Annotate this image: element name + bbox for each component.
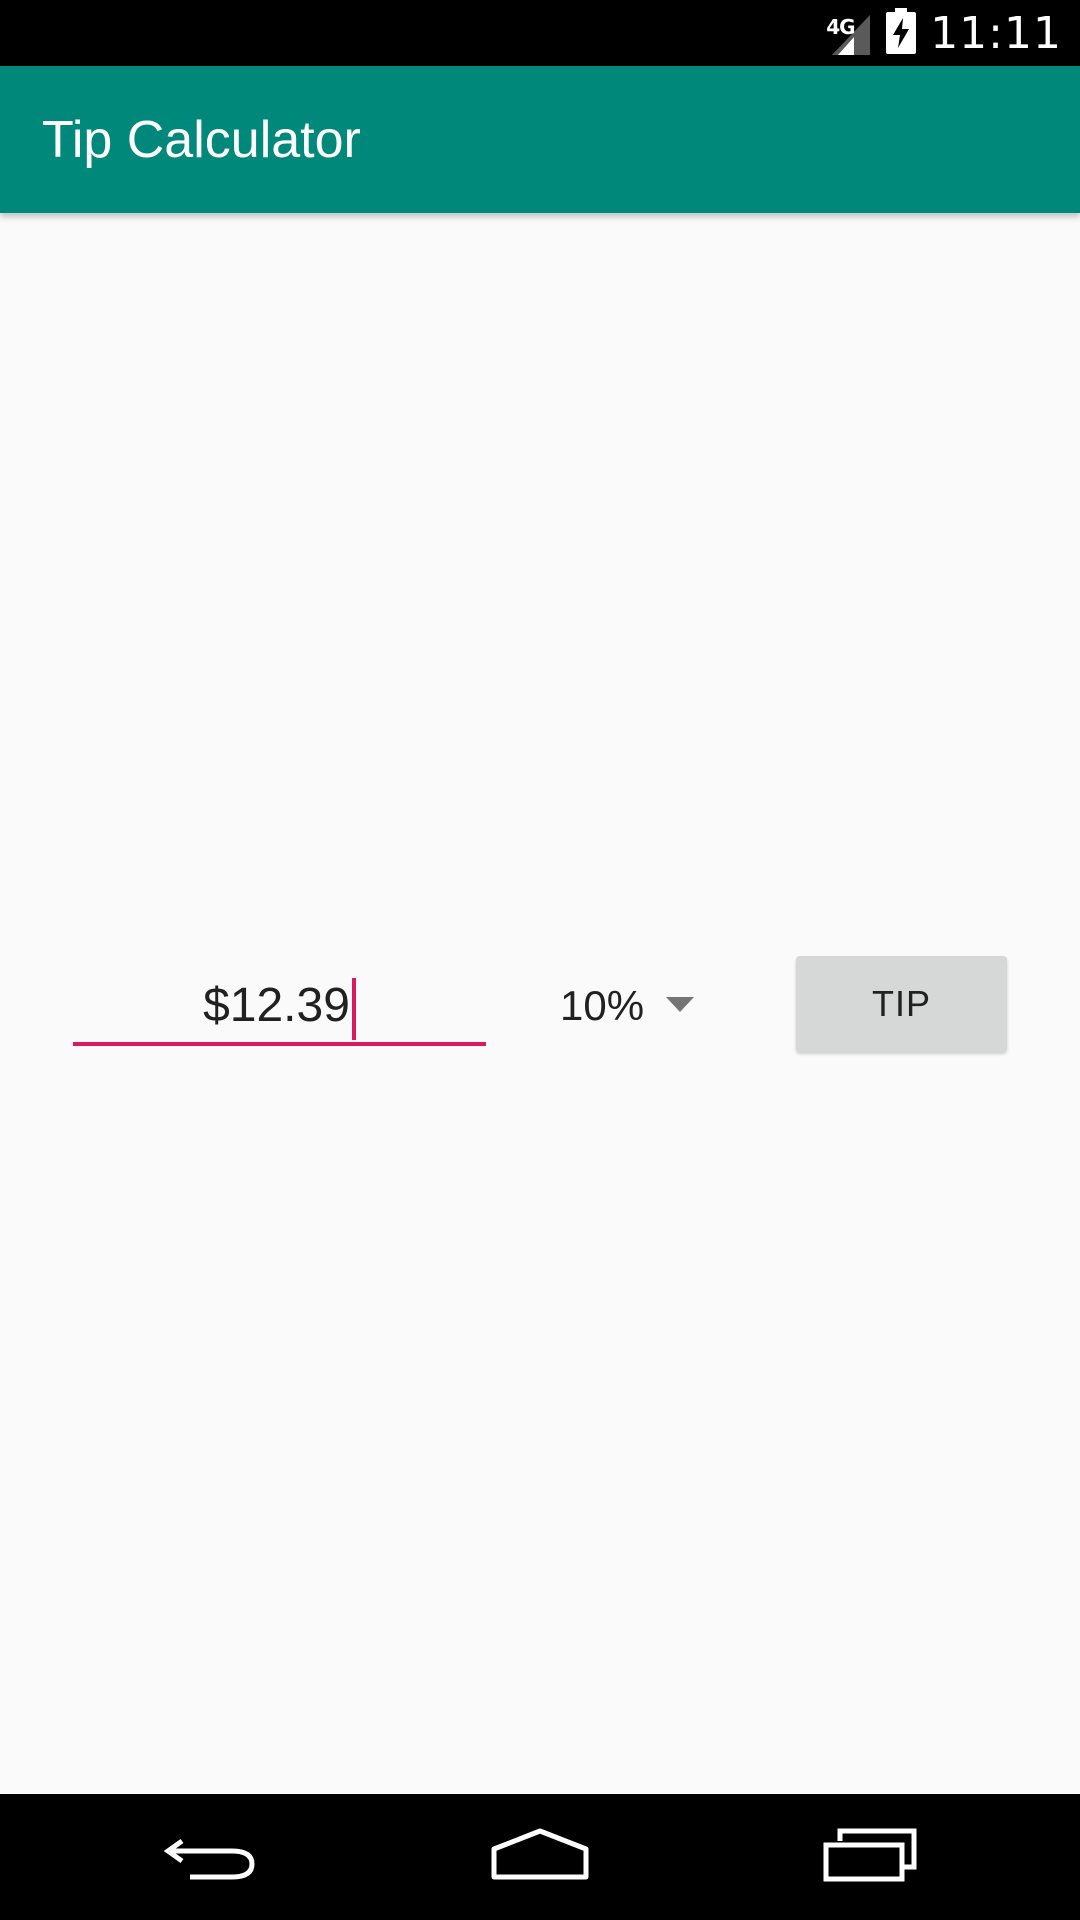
recents-button[interactable] — [800, 1816, 940, 1898]
bill-amount-underline — [73, 1042, 486, 1046]
back-button[interactable] — [140, 1816, 280, 1898]
signal-icon: 4G — [824, 9, 872, 57]
dropdown-arrow-icon — [666, 996, 695, 1012]
bill-amount-text-area: $12.39 — [73, 978, 486, 1040]
battery-charging-icon — [886, 7, 917, 59]
recents-icon — [822, 1827, 918, 1888]
text-cursor — [351, 978, 356, 1040]
bill-amount-value-wrap: $12.39 — [203, 978, 356, 1040]
status-bar: 4G 11:11 — [0, 0, 1080, 66]
bill-amount-value: $12.39 — [203, 979, 350, 1032]
app-title: Tip Calculator — [42, 111, 361, 169]
network-type-label: 4G — [826, 15, 855, 39]
clock: 11:11 — [930, 7, 1062, 59]
app-bar: Tip Calculator — [0, 66, 1080, 213]
tip-percent-spinner[interactable]: 10% — [560, 976, 695, 1036]
back-icon — [162, 1827, 258, 1888]
tip-percent-selected: 10% — [560, 982, 645, 1029]
navigation-bar — [0, 1794, 1080, 1920]
tip-button[interactable]: TIP — [796, 956, 1007, 1052]
status-icons: 4G 11:11 — [824, 0, 1062, 66]
bill-amount-input[interactable]: $12.39 — [73, 950, 486, 1046]
home-icon — [490, 1827, 590, 1888]
home-button[interactable] — [470, 1816, 610, 1898]
